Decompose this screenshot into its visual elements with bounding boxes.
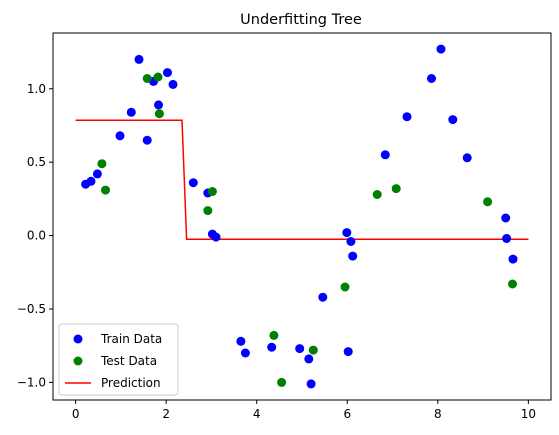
test-data-point	[203, 206, 213, 216]
y-tick-label: −1.0	[17, 375, 46, 389]
train-data-point	[462, 153, 472, 163]
y-tick-label: 1.0	[27, 82, 46, 96]
y-tick-label: 0.5	[27, 155, 46, 169]
test-data-point	[153, 72, 163, 82]
plot-area	[75, 44, 529, 389]
train-data-point	[295, 344, 305, 354]
test-data-point	[154, 109, 164, 119]
train-data-point	[154, 100, 163, 110]
train-data-point	[427, 74, 436, 83]
train-data-point	[304, 354, 314, 364]
x-axis: 0 2 4 6 8 10	[72, 400, 536, 421]
legend-box	[58, 323, 179, 396]
axes-frame	[52, 32, 552, 401]
train-data-point	[502, 234, 512, 243]
train-data-point	[86, 176, 96, 186]
test-data-point	[483, 197, 493, 207]
test-data-point	[142, 74, 152, 83]
prediction-line	[75, 119, 529, 241]
x-tick-label: 6	[343, 407, 351, 421]
y-tick-label: −0.5	[17, 302, 46, 316]
train-data-point	[448, 115, 458, 125]
x-tick-label: 2	[162, 407, 170, 421]
test-data-point	[372, 190, 382, 199]
train-data-point	[402, 112, 412, 122]
train-data-point	[134, 54, 144, 64]
legend: Train Data Test Data Prediction	[58, 323, 179, 396]
train-data-point	[142, 135, 152, 145]
test-data-point	[207, 187, 217, 196]
train-data-legend-label: Train Data	[100, 332, 162, 346]
train-data-point	[92, 169, 102, 179]
train-data-point	[380, 150, 390, 160]
train-data-point	[163, 68, 172, 78]
train-data-point	[318, 292, 328, 302]
test-data-legend-marker	[73, 356, 83, 366]
train-data-point	[240, 348, 250, 358]
test-data-point	[308, 345, 318, 355]
test-data-point	[391, 184, 401, 194]
test-data-point	[508, 279, 517, 289]
train-data-point	[126, 107, 136, 117]
test-data-point	[277, 377, 287, 387]
train-data-point	[342, 228, 352, 238]
train-data-point	[115, 131, 125, 141]
train-data-point	[436, 44, 446, 54]
train-data-point	[188, 178, 198, 188]
train-data-point	[343, 347, 353, 357]
train-data-point	[267, 342, 277, 352]
train-data-point	[346, 237, 356, 246]
train-data-point	[508, 254, 518, 264]
y-axis: −1.0 −0.5 0.0 0.5 1.0	[17, 82, 53, 389]
chart-title: Underfitting Tree	[240, 12, 362, 28]
x-tick-label: 8	[434, 407, 442, 421]
train-data-legend-marker	[73, 334, 83, 344]
train-data-point	[348, 251, 358, 261]
test-data-legend-label: Test Data	[100, 354, 157, 368]
train-data-point	[236, 336, 246, 346]
train-data-point	[501, 213, 511, 223]
test-data-point	[101, 185, 110, 195]
train-data-point	[306, 379, 316, 389]
x-tick-label: 4	[253, 407, 261, 421]
test-data-point	[97, 159, 107, 169]
test-data-point	[340, 282, 350, 292]
train-data-point	[168, 79, 178, 89]
y-tick-label: 0.0	[27, 229, 46, 243]
x-tick-label: 0	[72, 407, 80, 421]
train-data-point	[211, 232, 221, 242]
x-tick-label: 10	[521, 407, 536, 421]
prediction-legend-label: Prediction	[101, 376, 161, 390]
test-data-point	[269, 330, 279, 340]
